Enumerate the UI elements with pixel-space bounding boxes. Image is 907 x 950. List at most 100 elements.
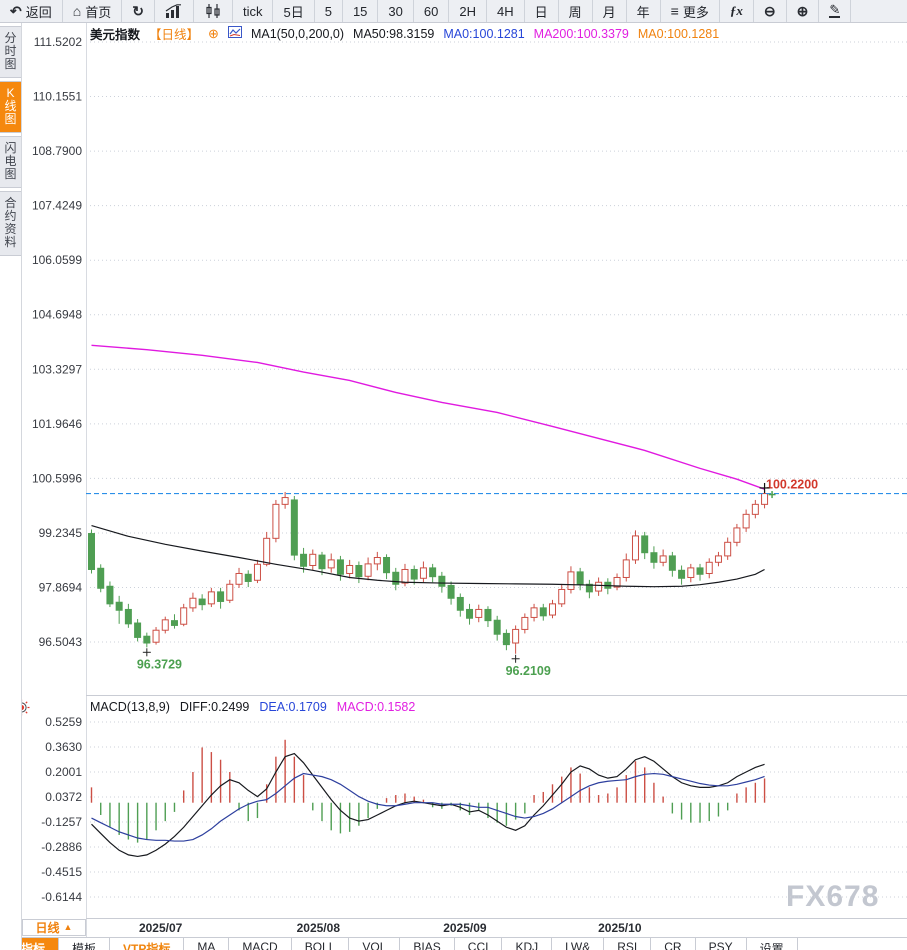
toolbar-button-back[interactable]: ↶ 返回 (0, 0, 63, 22)
svg-text:100.5996: 100.5996 (32, 471, 82, 485)
toolbar-button-period-2hour[interactable]: 2H (449, 0, 487, 22)
indicator-tab-boll[interactable]: BOLL (292, 938, 350, 950)
toolbar-label: 周 (568, 4, 582, 20)
ma0-blue-value: MA0:100.1281 (443, 26, 525, 41)
sidebar-tab-label: K线图 (4, 86, 17, 126)
svg-text:2025/10: 2025/10 (598, 921, 642, 935)
macd-value: MACD:0.1582 (336, 700, 416, 714)
toolbar-button-period-30min[interactable]: 30 (378, 0, 414, 22)
svg-text:107.4249: 107.4249 (32, 199, 82, 213)
toolbar-label: 日 (534, 4, 548, 20)
toolbar-button-period-15min[interactable]: 15 (343, 0, 379, 22)
indicator-tab-lwr[interactable]: LW& (552, 938, 605, 950)
macd-settings-label: MACD(13,8,9) (90, 700, 170, 714)
svg-text:111.5202: 111.5202 (34, 35, 83, 49)
period-selector[interactable]: 日线 ▲ (22, 919, 86, 936)
indicator-tab-cci[interactable]: CCI (455, 938, 503, 950)
toolbar-button-period-tick[interactable]: tick (233, 0, 274, 22)
ma-settings-label: MA1(50,0,200,0) (250, 26, 345, 41)
add-compare-icon[interactable]: ⊕ (208, 25, 219, 41)
toolbar-label: 5 (324, 3, 332, 19)
svg-text:0.0372: 0.0372 (45, 790, 82, 804)
indicator-tab-kdj[interactable]: KDJ (502, 938, 553, 950)
svg-text:104.6948: 104.6948 (32, 308, 82, 322)
toolbar-label: 月 (602, 4, 616, 20)
sidebar-tab-label: 分时图 (4, 31, 17, 71)
svg-text:0.2001: 0.2001 (45, 765, 82, 779)
svg-text:-0.1257: -0.1257 (41, 815, 82, 829)
indicator-tab-cr[interactable]: CR (651, 938, 696, 950)
toolbar-button-more-menu[interactable]: ≡ 更多 (661, 0, 720, 22)
toolbar-label: 5日 (283, 4, 304, 20)
svg-text:2025/08: 2025/08 (297, 921, 341, 935)
svg-text:-0.6144: -0.6144 (41, 890, 82, 904)
toolbar-button-zoom-in[interactable]: ⊕ (787, 0, 820, 22)
toolbar-button-period-5min[interactable]: 5 (315, 0, 343, 22)
toolbar-button-period-60min[interactable]: 60 (414, 0, 450, 22)
indicator-tab-rsi[interactable]: RSI (604, 938, 652, 950)
macd-diff-value: DIFF:0.2499 (179, 700, 250, 714)
toolbar-label: 首页 (85, 4, 112, 20)
indicator-tab-vol[interactable]: VOL (349, 938, 401, 950)
toolbar-button-home[interactable]: ⌂ 首页 (63, 0, 123, 22)
more-menu-icon: ≡ (670, 3, 679, 19)
chart-header: 美元指数 【日线】 ⊕ MA1(50,0,200,0) MA50:98.3159… (90, 24, 719, 43)
sidebar-tab-kline-chart[interactable]: K线图 (0, 81, 21, 133)
toolbar-button-period-month[interactable]: 月 (593, 0, 627, 22)
indicator-tab-bar: 指标 模板 VTP指标 MA MACD BOLL VOL BIAS CCI KDJ LW& RSI CR… (0, 938, 907, 950)
sidebar-tab-contract-info[interactable]: 合约资料 (0, 191, 21, 256)
sidebar-tab-label: 闪电图 (4, 141, 17, 181)
toolbar-button-period-5day[interactable]: 5日 (273, 0, 315, 22)
svg-text:-0.2886: -0.2886 (41, 840, 82, 854)
svg-text:96.2109: 96.2109 (506, 664, 551, 678)
svg-text:106.0599: 106.0599 (32, 253, 82, 267)
mini-chart-icon[interactable] (227, 26, 242, 41)
toolbar-button-period-week[interactable]: 周 (559, 0, 593, 22)
toolbar-label: 60 (423, 3, 439, 19)
indicator-tab-ma[interactable]: MA (184, 938, 230, 950)
svg-text:0.5259: 0.5259 (45, 715, 82, 729)
indicator-tab-bias[interactable]: BIAS (400, 938, 455, 950)
back-icon: ↶ (10, 3, 22, 19)
draw-tool-icon: ✎ (829, 2, 841, 18)
svg-text:97.8694: 97.8694 (39, 580, 83, 594)
toolbar-button-refresh[interactable]: ↻ (122, 0, 155, 22)
refresh-icon: ↻ (132, 3, 144, 19)
svg-text:2025/09: 2025/09 (443, 921, 487, 935)
indicator-tab-vtp-indicator[interactable]: VTP指标 (110, 938, 185, 950)
svg-text:96.5043: 96.5043 (39, 635, 83, 649)
svg-text:100.2200: 100.2200 (766, 478, 818, 492)
toolbar-button-period-year[interactable]: 年 (627, 0, 661, 22)
toolbar-button-draw-tool[interactable]: ✎ (819, 0, 852, 22)
svg-text:0.3630: 0.3630 (45, 740, 82, 754)
toolbar-label: 30 (388, 3, 403, 19)
indicator-tab-psy[interactable]: PSY (696, 938, 747, 950)
toolbar-button-period-day[interactable]: 日 (525, 0, 559, 22)
indicator-tab-template[interactable]: 模板 (59, 938, 111, 950)
sidebar-tab-timeshare-chart[interactable]: 分时图 (0, 26, 21, 78)
macd-dea-value: DEA:0.1709 (259, 700, 327, 714)
svg-text:2025/07: 2025/07 (139, 921, 183, 935)
zoom-in-icon: ⊕ (796, 3, 809, 19)
ma200-value: MA200:100.3379 (533, 26, 629, 41)
toolbar-button-chart-style-bar[interactable] (155, 0, 194, 22)
toolbar-label: 4H (496, 3, 514, 19)
toolbar-button-chart-style-candle[interactable] (194, 0, 233, 22)
top-toolbar: ↶ 返回 ⌂ 首页 ↻ tick 5日 5 15 30 60 2H 4H 日 周 月 年 ≡ 更多 ƒx ⊖ ⊕ ✎ (0, 0, 907, 23)
indicator-tab-macd[interactable]: MACD (229, 938, 292, 950)
toolbar-label: 15 (352, 3, 368, 19)
indicator-tab-settings[interactable]: 设置 (747, 938, 798, 950)
toolbar-label: 2H (459, 3, 476, 19)
svg-text:96.3729: 96.3729 (137, 657, 182, 671)
toolbar-button-period-4hour[interactable]: 4H (487, 0, 525, 22)
ma50-value: MA50:98.3159 (353, 26, 435, 41)
svg-text:99.2345: 99.2345 (39, 526, 83, 540)
sidebar-tab-lightning-chart[interactable]: 闪电图 (0, 136, 21, 188)
toolbar-button-formula[interactable]: ƒx (720, 0, 754, 22)
toolbar-label: 年 (636, 4, 650, 20)
svg-text:101.9646: 101.9646 (32, 417, 82, 431)
toolbar-button-zoom-out[interactable]: ⊖ (754, 0, 787, 22)
chart-style-bar-icon (165, 4, 183, 18)
